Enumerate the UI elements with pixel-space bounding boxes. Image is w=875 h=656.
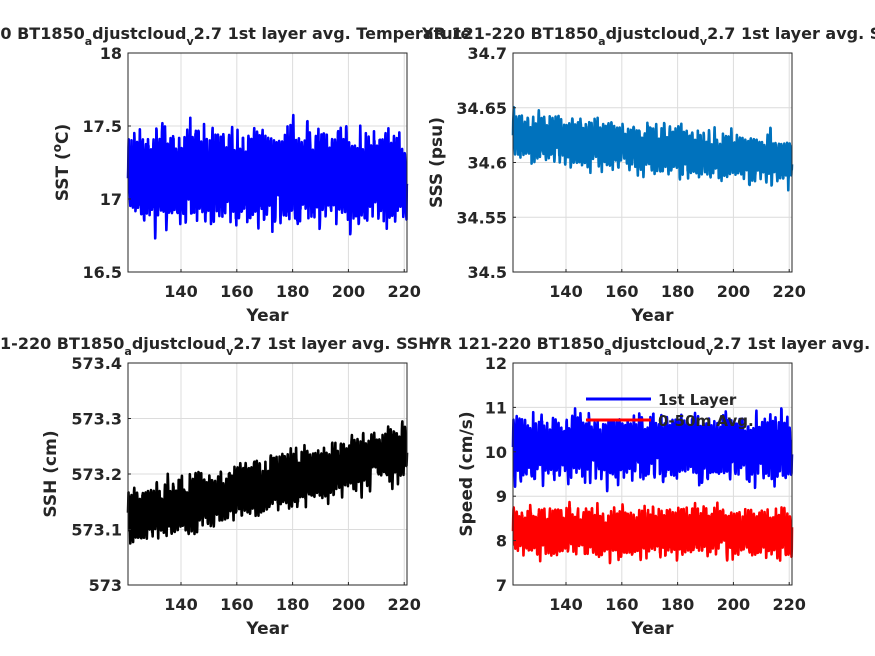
axes-frame	[512, 362, 793, 586]
x-tick-label: 200	[717, 595, 750, 614]
chart-title: YR 121-220 BT1850adjustcloudv2.7 1st lay…	[421, 24, 875, 48]
x-axis-label: Year	[245, 619, 289, 639]
chart-title: YR 121-220 BT1850adjustcloudv2.7 1st lay…	[0, 24, 472, 48]
series-line-1	[126, 420, 409, 545]
y-axis-label: Speed (cm/s)	[457, 411, 477, 536]
x-tick-label: 220	[773, 595, 806, 614]
y-tick-label: 573.3	[71, 410, 122, 429]
x-tick-label: 220	[388, 595, 421, 614]
chart-title: YR 121-220 BT1850adjustcloudv2.7 1st lay…	[427, 334, 875, 358]
y-tick-label: 12	[485, 354, 507, 373]
y-tick-label: 573	[89, 576, 122, 595]
y-tick-label: 9	[496, 487, 507, 506]
x-axis-label: Year	[630, 619, 674, 639]
x-tick-label: 200	[717, 282, 750, 301]
y-tick-label: 34.7	[468, 44, 507, 63]
subplot-4: 140 160 180 200 220 7 8 9 10 11 12 Year Speed (cm/s)…	[427, 334, 875, 639]
axes-frame	[127, 52, 408, 273]
series-line-1	[511, 105, 794, 192]
series-line-2	[511, 500, 794, 565]
y-axis-label: SST (oC)	[50, 124, 73, 202]
x-tick-label: 180	[276, 282, 309, 301]
legend-label-1: 1st Layer	[658, 391, 737, 409]
legend: 1st Layer 0-50m Avg.	[586, 391, 754, 430]
y-tick-label: 34.6	[468, 154, 507, 173]
x-tick-label: 160	[605, 595, 638, 614]
y-axis-label: SSH (cm)	[41, 430, 61, 517]
x-tick-label: 160	[220, 595, 253, 614]
x-tick-label: 220	[388, 282, 421, 301]
y-tick-label: 8	[496, 532, 507, 551]
x-tick-label: 140	[164, 282, 197, 301]
y-tick-label: 7	[496, 576, 507, 595]
y-tick-label: 17.5	[83, 117, 122, 136]
y-tick-label: 11	[485, 398, 507, 417]
x-axis-label: Year	[245, 306, 289, 326]
subplot-3: 140 160 180 200 220 573 573.1 573.2 573.3 573.4 Ye…	[0, 334, 432, 639]
x-tick-label: 140	[164, 595, 197, 614]
x-tick-label: 180	[276, 595, 309, 614]
y-tick-label: 573.4	[71, 354, 122, 373]
series-line-1	[511, 407, 794, 493]
x-tick-label: 220	[773, 282, 806, 301]
x-tick-label: 200	[332, 282, 365, 301]
chart-title: YR 121-220 BT1850adjustcloudv2.7 1st lay…	[0, 334, 432, 358]
x-tick-label: 160	[220, 282, 253, 301]
y-tick-label: 17	[100, 190, 122, 209]
y-tick-label: 10	[485, 443, 507, 462]
subplot-2: 140 160 180 200 220 34.5 34.55 34.6 34.65 34.7 Yea…	[421, 24, 875, 326]
y-tick-label: 573.1	[71, 521, 122, 540]
y-tick-label: 573.2	[71, 465, 122, 484]
x-tick-label: 140	[549, 595, 582, 614]
x-axis-label: Year	[630, 306, 674, 326]
y-tick-label: 18	[100, 44, 122, 63]
y-tick-label: 16.5	[83, 263, 122, 282]
x-tick-label: 200	[332, 595, 365, 614]
x-tick-label: 140	[549, 282, 582, 301]
subplot-1: 140 160 180 200 220 16.5 17 17.5 18 Year SST (oC) Y…	[0, 24, 472, 326]
y-tick-label: 34.65	[456, 99, 507, 118]
legend-label-2: 0-50m Avg.	[658, 412, 754, 430]
series-line-1	[126, 113, 409, 240]
x-tick-label: 160	[605, 282, 638, 301]
y-axis-label: SSS (psu)	[427, 117, 447, 208]
y-tick-label: 34.5	[468, 263, 507, 282]
y-tick-label: 34.55	[456, 208, 507, 227]
x-tick-label: 180	[661, 282, 694, 301]
x-tick-label: 180	[661, 595, 694, 614]
